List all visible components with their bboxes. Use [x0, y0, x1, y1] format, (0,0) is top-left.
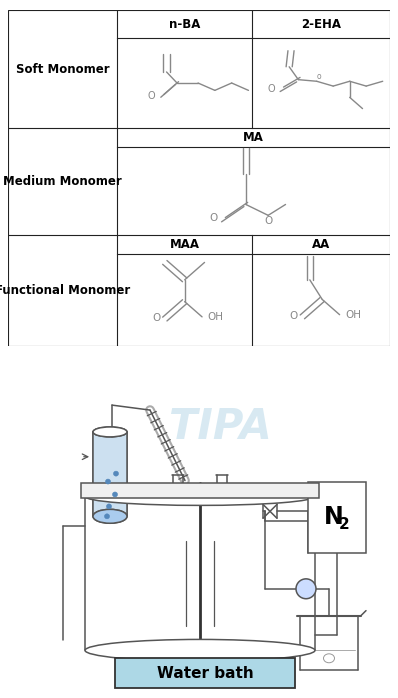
Ellipse shape [113, 471, 119, 476]
Text: 2: 2 [339, 517, 349, 532]
Text: O: O [267, 84, 275, 94]
Ellipse shape [296, 579, 316, 599]
Text: MAA: MAA [170, 238, 200, 251]
Text: OH: OH [345, 310, 361, 320]
Ellipse shape [93, 427, 127, 437]
Ellipse shape [93, 427, 127, 437]
Text: O: O [148, 91, 156, 101]
Ellipse shape [113, 492, 117, 497]
Text: TIPA: TIPA [169, 406, 271, 448]
Ellipse shape [93, 510, 127, 524]
Ellipse shape [85, 487, 315, 505]
Text: MA: MA [243, 131, 264, 144]
Text: O: O [209, 213, 218, 223]
Bar [115, 658, 295, 688]
Ellipse shape [93, 510, 127, 524]
Text: Water bath: Water bath [157, 666, 254, 681]
Text: Functional Monomer: Functional Monomer [0, 283, 130, 297]
Bar [308, 482, 366, 553]
Text: Soft Monomer: Soft Monomer [16, 63, 109, 75]
Text: Medium Monomer: Medium Monomer [3, 174, 122, 188]
Ellipse shape [105, 479, 111, 484]
Text: OH: OH [208, 312, 224, 322]
Ellipse shape [85, 639, 315, 661]
Bar [81, 482, 319, 498]
Text: o: o [316, 72, 321, 81]
Bar [93, 432, 127, 517]
Text: AA: AA [312, 238, 330, 251]
Text: N: N [324, 505, 344, 529]
Ellipse shape [107, 504, 111, 509]
Text: n-BA: n-BA [169, 18, 200, 31]
Text: O: O [265, 216, 273, 226]
Text: O: O [152, 313, 160, 323]
Text: O: O [289, 311, 298, 321]
Text: 2-EHA: 2-EHA [301, 18, 341, 31]
Ellipse shape [105, 514, 109, 519]
